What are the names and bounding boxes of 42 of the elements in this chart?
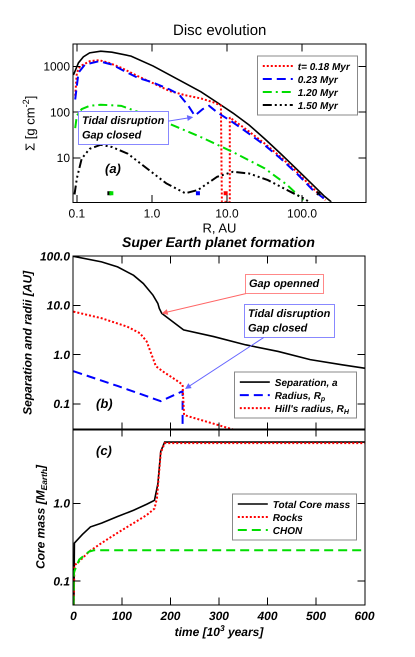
x-tick-label: 300 bbox=[208, 608, 230, 623]
legend-label: Separation, a bbox=[274, 378, 338, 389]
chart-title: Super Earth planet formation bbox=[122, 234, 315, 250]
x-tick-label: 10.0 bbox=[215, 206, 239, 220]
x-tick-label: 0.1 bbox=[68, 206, 86, 220]
x-tick-label: 1.0 bbox=[144, 206, 161, 220]
legend-label: Rocks bbox=[272, 512, 304, 524]
legend-label: 1.20 Myr bbox=[298, 88, 339, 99]
y-tick-label: 1.0 bbox=[53, 348, 70, 362]
line-series bbox=[73, 310, 234, 430]
y-axis-title: Separation and radii [AU] bbox=[20, 270, 34, 415]
x-tick-label: 600 bbox=[354, 608, 375, 623]
x-tick-label: 100 bbox=[112, 608, 132, 623]
y-tick-label: 10.0 bbox=[46, 298, 70, 313]
x-tick-label: 200 bbox=[159, 608, 181, 623]
legend-label: t= 0.18 Myr bbox=[298, 62, 351, 73]
y-tick-label: 1.0 bbox=[53, 496, 70, 511]
legend-label: Hill's radius, R$_{H}$ bbox=[274, 404, 350, 416]
legend-label: 0.23 Myr bbox=[298, 74, 339, 86]
x-tick-label: 400 bbox=[256, 608, 278, 623]
x-axis-title: R, AU bbox=[202, 220, 236, 236]
annotation: (a) bbox=[105, 161, 121, 176]
annotation: (b) bbox=[96, 396, 113, 411]
y-tick-label: 1000 bbox=[43, 60, 70, 74]
annotation: (c) bbox=[96, 443, 112, 458]
annotation: Tidal disruption Gap closed bbox=[82, 115, 165, 142]
x-tick-label: 100.0 bbox=[287, 206, 318, 220]
y-tick-label: 100.0 bbox=[40, 250, 70, 264]
y-tick-label: 100 bbox=[50, 105, 70, 120]
y-tick-label: 0.1 bbox=[53, 396, 70, 411]
legend-label: 1.50 Myr bbox=[298, 100, 339, 112]
annotation: Tidal disruption Gap closed bbox=[248, 308, 331, 334]
annotation: Gap openned bbox=[249, 278, 320, 290]
legend-label: Radius, R$_{p}$ bbox=[274, 390, 326, 404]
y-tick-label: 0.1 bbox=[53, 574, 70, 588]
y-tick-label: 10 bbox=[56, 151, 70, 166]
legend-label: CHON bbox=[272, 526, 304, 537]
chart-title: Disc evolution bbox=[173, 22, 266, 39]
x-tick-label: 500 bbox=[306, 608, 326, 623]
x-axis-title: time [10$^{3}$ years] bbox=[174, 622, 264, 640]
x-tick-label: 0 bbox=[70, 608, 78, 623]
legend-label: Total Core mass bbox=[272, 500, 351, 511]
